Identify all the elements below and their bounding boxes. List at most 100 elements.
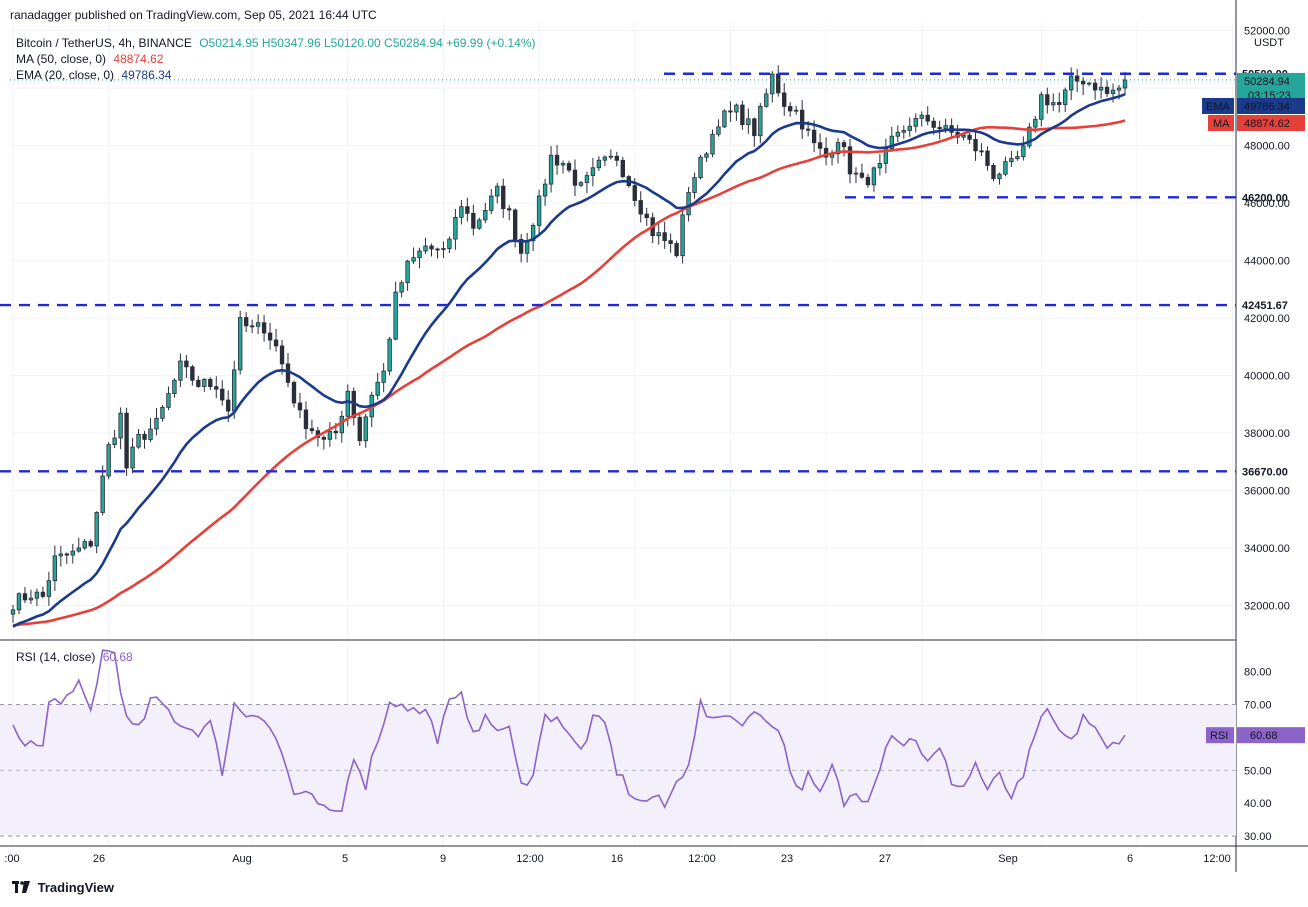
candle-up <box>399 282 404 293</box>
price-unit-label: USDT <box>1254 37 1284 49</box>
candle-down <box>805 128 811 131</box>
candle-up <box>913 117 918 127</box>
candles <box>10 65 1128 623</box>
candle-up <box>172 379 177 395</box>
ma-axis-value-bg <box>1237 115 1305 131</box>
candle-up <box>919 114 924 119</box>
candle-down <box>1057 102 1062 105</box>
candle-down <box>507 208 512 211</box>
ema-axis-tag-key <box>1202 98 1234 114</box>
ema-label: EMA (20, close, 0) <box>16 68 115 82</box>
ma-axis-tag-label: MA <box>1213 118 1230 130</box>
candle-up <box>602 156 608 161</box>
candle-up <box>70 550 75 556</box>
price-tick-label: 38000.00 <box>1244 428 1290 440</box>
candle-up <box>130 446 135 469</box>
candle-up <box>232 369 237 412</box>
candle-up <box>692 177 697 193</box>
rsi-tick-label: 30.00 <box>1244 831 1272 843</box>
candle-down <box>465 206 470 214</box>
candle-up <box>453 216 458 240</box>
candle-down <box>333 430 339 434</box>
level-tag-bg <box>1238 463 1302 480</box>
price-tick-label: 46000.00 <box>1244 198 1290 210</box>
ema-axis-value-bg <box>1237 98 1305 114</box>
candle-up <box>387 338 392 372</box>
candle-up <box>1027 126 1032 147</box>
candle-down <box>572 169 578 186</box>
level-tag-label: 36670.00 <box>1242 466 1288 478</box>
ma-legend: MA (50, close, 0) 48874.62 <box>16 52 163 66</box>
price-tick-label: 34000.00 <box>1244 543 1290 555</box>
candle-up <box>1009 158 1014 163</box>
candle-down <box>220 388 225 401</box>
candle-down <box>1074 75 1080 82</box>
candle-up <box>853 172 859 175</box>
rsi-axis-value: 60.68 <box>1250 730 1278 742</box>
candle-up <box>901 130 906 133</box>
rsi-tick-label: 70.00 <box>1244 700 1272 712</box>
candle-down <box>979 150 984 153</box>
ema-legend: EMA (20, close, 0) 49786.34 <box>16 68 171 82</box>
price-tick-label: 52000.00 <box>1244 26 1290 38</box>
candle-up <box>758 105 763 137</box>
candle-up <box>871 167 877 186</box>
candle-up <box>154 417 159 430</box>
candle-up <box>710 133 715 155</box>
candle-up <box>237 317 243 371</box>
candle-down <box>249 325 255 328</box>
candle-up <box>112 437 117 445</box>
candle-up <box>548 154 554 185</box>
candle-down <box>184 360 189 368</box>
candle-down <box>776 73 781 94</box>
candle-up <box>58 553 64 557</box>
candle-up <box>1122 79 1128 89</box>
candle-down <box>291 382 297 404</box>
price-tick-label: 36000.00 <box>1244 486 1290 498</box>
candle-up <box>1003 161 1008 175</box>
candle-down <box>823 147 829 158</box>
symbol-label: Bitcoin / TetherUS, 4h, BINANCE <box>16 36 192 50</box>
candle-up <box>1110 89 1116 94</box>
time-tick-label: 9 <box>440 853 446 865</box>
candle-down <box>991 164 996 180</box>
candle-up <box>608 155 614 158</box>
candle-down <box>297 402 303 411</box>
rsi-axis-value-bg <box>1237 727 1305 744</box>
candle-up <box>459 206 464 218</box>
candle-down <box>644 213 649 219</box>
candle-down <box>435 248 440 251</box>
ema-axis-value: 49786.34 <box>1244 101 1290 113</box>
candle-down <box>1045 94 1050 106</box>
candle-up <box>106 444 111 477</box>
price-tick-label: 32000.00 <box>1244 601 1290 613</box>
rsi-line <box>12 649 1126 812</box>
ma-label: MA (50, close, 0) <box>16 52 107 66</box>
candle-up <box>100 475 105 513</box>
tradingview-brand: TradingView <box>37 880 114 895</box>
candle-up <box>584 175 590 184</box>
candle-down <box>64 553 69 556</box>
candle-up <box>704 153 709 158</box>
candle-down <box>88 541 93 547</box>
candle-up <box>764 93 769 107</box>
candle-down <box>799 109 805 130</box>
candle-down <box>985 150 990 166</box>
level-tag-bg <box>1238 189 1302 206</box>
candle-down <box>1092 82 1098 91</box>
candle-up <box>961 134 966 138</box>
rsi-tick-label: 50.00 <box>1244 765 1272 777</box>
candle-up <box>698 156 703 178</box>
candle-down <box>261 322 267 334</box>
last-price-label: 50284.94 <box>1244 76 1290 88</box>
candle-up <box>895 131 901 137</box>
candle-up <box>16 593 22 611</box>
candle-down <box>782 92 787 107</box>
candle-down <box>620 159 625 177</box>
candle-up <box>1098 86 1104 91</box>
candle-up <box>345 390 350 417</box>
candle-down <box>674 243 679 257</box>
candle-up <box>94 512 99 547</box>
candle-up <box>393 291 398 340</box>
time-tick-label: 27 <box>879 853 891 865</box>
